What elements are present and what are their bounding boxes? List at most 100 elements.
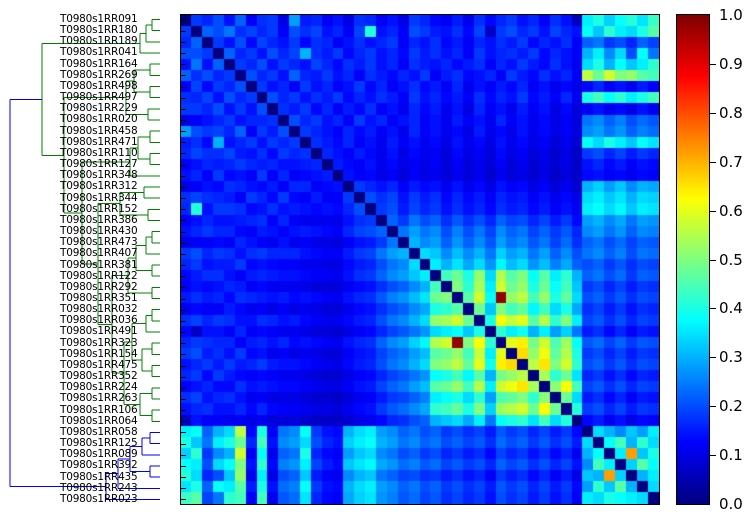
heatmap-tick [180,75,186,76]
heatmap-tick [180,299,186,300]
dendrogram [8,14,168,505]
colorbar-tick-label: 0.8 [719,103,743,122]
leaf-label: T0980s1RR110 [60,146,138,159]
leaf-label: T0980s1RR491 [60,325,138,338]
colorbar-tick [710,260,716,261]
leaf-label-list: T0980s1RR091 T0980s1RR180 T0980s1RR189 T098… [60,13,178,505]
colorbar-tick-label: 0.6 [719,201,743,220]
heatmap-tick [180,87,186,88]
colorbar-tick-label: 0.7 [719,152,743,171]
leaf-label: T0980s1RR269 [60,68,138,81]
colorbar-tick [710,357,716,358]
heatmap-tick [180,42,186,43]
heatmap-tick [180,366,186,367]
heatmap-tick [180,377,186,378]
heatmap-tick [180,499,186,500]
leaf-label: T0980s1RR458 [60,124,138,137]
leaf-label: T0980s1RR089 [60,448,138,461]
heatmap-tick [180,488,186,489]
colorbar-tick [710,162,716,163]
heatmap-tick [180,321,186,322]
leaf-label: T0980s1RR189 [60,35,138,48]
heatmap-tick [180,98,186,99]
leaf-label: T0980s1RR263 [60,392,138,405]
heatmap-tick [180,142,186,143]
colorbar-tick-label: 0.1 [719,446,743,465]
leaf-label: T0980s1RR497 [60,91,138,104]
heatmap-tick [180,165,186,166]
heatmap-tick [180,109,186,110]
heatmap-tick [180,20,186,21]
colorbar-tick-label: 0.4 [719,299,743,318]
colorbar-tick [710,406,716,407]
heatmap-tick [180,243,186,244]
heatmap-tick [180,399,186,400]
leaf-label: T0980s1RR352 [60,370,138,383]
heatmap-tick [180,343,186,344]
leaf-label: T0980s1RR473 [60,236,138,249]
heatmap-y-ticks [180,14,190,505]
leaf-label: T0980s1RR229 [60,102,138,115]
heatmap-tick [180,265,186,266]
colorbar-tick [710,113,716,114]
colorbar-tick-label: 0.3 [719,348,743,367]
colorbar-tick [710,211,716,212]
leaf-label: T0980s1RR058 [60,425,138,438]
leaf-label: T0980s1RR475 [60,358,138,371]
heatmap-tick [180,444,186,445]
heatmap-tick [180,198,186,199]
leaf-label: T0980s1RR152 [60,202,138,215]
heatmap-tick [180,276,186,277]
colorbar-gradient [677,15,709,504]
heatmap-tick [180,332,186,333]
leaf-label: T0980s1RR032 [60,303,138,316]
leaf-label: T0980s1RR122 [60,269,138,282]
heatmap-tick [180,131,186,132]
dendrogram-svg [9,19,160,500]
leaf-label: T0980s1RR351 [60,291,138,304]
heatmap-tick [180,153,186,154]
colorbar-tick-label: 0.0 [719,495,743,513]
heatmap-tick [180,53,186,54]
heatmap-tick [180,209,186,210]
colorbar-tick-labels: 1.0 0.9 0.8 0.7 0.6 0.5 0.4 0.3 0.2 0.1 0.0 [719,6,747,513]
leaf-label: T0980s1RR348 [60,169,138,182]
heatmap-tick [180,220,186,221]
leaf-label: T0980s1RR407 [60,247,138,260]
leaf-label: T0980s1RR386 [60,213,138,226]
heatmap-tick [180,31,186,32]
colorbar-tick [710,455,716,456]
colorbar-tick-label: 0.2 [719,397,743,416]
heatmap-tick [180,410,186,411]
leaf-label: T0980s1RR164 [60,57,138,70]
leaf-label: T0980s1RR020 [60,113,138,126]
leaf-label: T0980s1RR430 [60,225,138,238]
leaf-label: T0980s1RR041 [60,46,138,59]
colorbar-tick-label: 1.0 [719,6,743,24]
heatmap-plot [180,14,660,505]
heatmap-tick [180,120,186,121]
leaf-label: T0980s1RR023 [60,492,138,505]
heatmap-tick [180,455,186,456]
leaf-label: T0980s1RR125 [60,437,138,450]
heatmap-tick [180,466,186,467]
leaf-label: T0980s1RR498 [60,79,138,92]
leaf-label: T0980s1RR127 [60,158,138,171]
leaf-label: T0980s1RR323 [60,336,138,349]
leaf-label: T0980s1RR154 [60,347,138,360]
heatmap-tick [180,187,186,188]
heatmap-canvas [181,15,659,504]
leaf-label: T0980s1RR106 [60,403,138,416]
colorbar-tick [710,64,716,65]
heatmap-tick [180,232,186,233]
heatmap-tick [180,254,186,255]
leaf-label: T0980s1RR091 [60,13,138,25]
colorbar-tick-label: 0.5 [719,250,743,269]
colorbar-tick-label: 0.9 [719,54,743,73]
leaf-label: T0980s1RR381 [60,258,138,271]
heatmap-tick [180,287,186,288]
leaf-label: T0980s1RR392 [60,459,138,472]
heatmap-tick [180,310,186,311]
colorbar-tick [710,308,716,309]
